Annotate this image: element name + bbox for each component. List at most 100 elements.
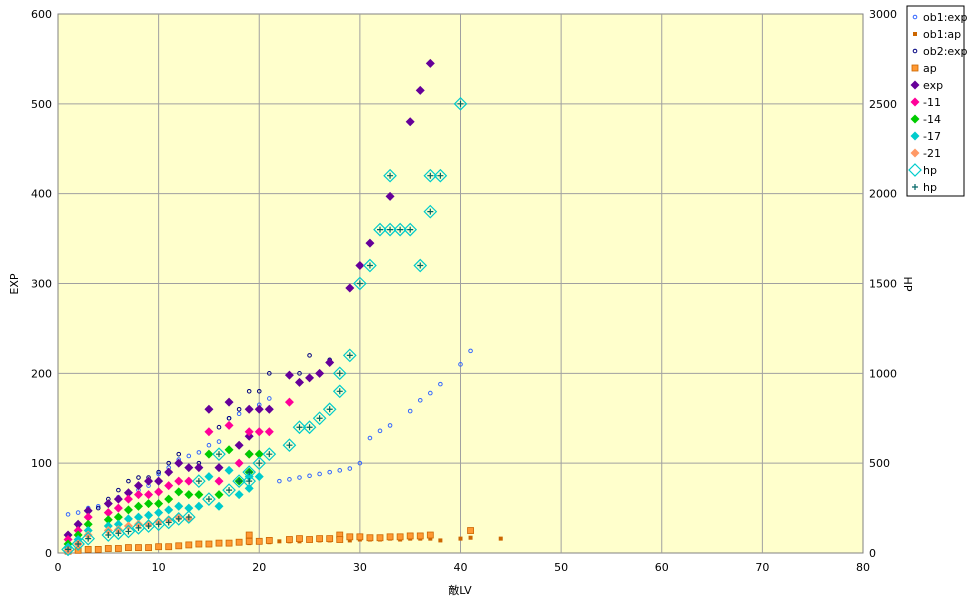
data-point	[326, 406, 333, 413]
legend-label: ap	[923, 62, 937, 75]
data-point	[254, 404, 264, 414]
data-point	[363, 258, 377, 273]
legend-marker	[911, 64, 919, 72]
data-point	[185, 514, 192, 521]
x-axis-ticks: 0 10 20 30 40 50 60 70 80	[55, 561, 871, 574]
data-point	[438, 381, 443, 387]
data-point	[423, 204, 438, 219]
data-point	[266, 451, 273, 458]
legend-item: -21	[910, 147, 941, 160]
data-point	[367, 435, 373, 441]
legend-marker	[913, 32, 917, 36]
data-point	[144, 510, 154, 520]
data-point	[312, 411, 327, 426]
data-point	[145, 523, 152, 530]
data-point	[332, 384, 347, 399]
legend-item: -11	[910, 96, 941, 109]
data-point	[202, 492, 216, 506]
data-point	[135, 524, 142, 531]
legend-marker	[910, 114, 920, 124]
data-point	[154, 487, 164, 497]
data-point	[286, 536, 293, 543]
data-point	[254, 449, 264, 459]
data-point	[144, 490, 154, 500]
data-point	[406, 532, 414, 540]
data-point	[113, 512, 123, 522]
x-axis-label: 敵LV	[448, 584, 472, 597]
legend-marker	[908, 163, 922, 177]
data-point	[174, 501, 184, 511]
data-point	[214, 501, 224, 511]
data-point	[245, 531, 253, 539]
data-point	[282, 438, 297, 453]
data-point	[347, 538, 352, 543]
data-point	[426, 531, 434, 539]
data-point	[234, 440, 244, 450]
data-point	[105, 532, 112, 539]
data-point	[184, 490, 194, 500]
data-point	[356, 280, 363, 287]
data-point	[385, 191, 395, 201]
data-point	[226, 415, 232, 421]
data-point	[174, 458, 184, 468]
data-point	[184, 503, 194, 513]
data-point	[326, 535, 334, 543]
data-point	[123, 514, 133, 524]
data-point	[165, 519, 172, 526]
legend-item: ap	[911, 62, 937, 75]
data-point	[164, 494, 174, 504]
legend-label: ob1:ap	[923, 28, 961, 41]
data-point	[155, 521, 162, 528]
data-point	[123, 505, 133, 515]
legend-marker	[910, 80, 920, 90]
legend-marker	[912, 184, 918, 190]
data-point	[65, 546, 72, 553]
data-point	[103, 499, 113, 509]
data-point	[336, 370, 343, 377]
data-point	[244, 427, 254, 437]
y-axis-ticks: 0 100 200 300 400 500 600	[31, 8, 52, 560]
data-point	[81, 531, 96, 546]
data-point	[214, 476, 224, 486]
x-tick-label: 70	[755, 561, 769, 574]
data-point	[113, 519, 123, 529]
data-point	[224, 445, 234, 455]
data-point	[428, 390, 433, 396]
data-point	[292, 420, 307, 435]
y2-tick-label: 3000	[869, 8, 897, 21]
data-point	[113, 503, 123, 513]
x-tick-label: 30	[353, 561, 367, 574]
data-point	[206, 442, 212, 448]
data-point	[417, 262, 424, 269]
legend-label: hp	[923, 181, 937, 194]
data-point	[113, 525, 123, 535]
x-tick-label: 50	[554, 561, 568, 574]
data-point	[315, 368, 325, 378]
data-point	[468, 348, 473, 354]
data-point	[284, 397, 294, 407]
legend-label: hp	[923, 164, 937, 177]
data-point	[134, 490, 143, 500]
data-point	[306, 536, 313, 543]
y-tick-label: 0	[45, 547, 52, 560]
y-tick-label: 600	[31, 8, 52, 21]
data-point	[216, 424, 222, 430]
data-point	[195, 540, 203, 548]
data-point	[164, 505, 174, 515]
data-point	[123, 488, 133, 498]
legend: ob1:exp ob1:ap ob2:exp ap exp -11 -14 -17 -21 hp h…	[906, 5, 968, 197]
data-point	[337, 468, 343, 473]
data-point	[467, 527, 474, 534]
data-point	[144, 499, 154, 509]
data-point	[357, 460, 363, 466]
data-point	[365, 238, 375, 248]
data-points	[61, 58, 503, 557]
data-point	[205, 496, 212, 503]
data-point	[383, 168, 397, 183]
data-point	[377, 428, 383, 434]
x-tick-label: 60	[655, 561, 669, 574]
data-point	[125, 528, 132, 535]
data-point	[186, 453, 192, 459]
data-point	[154, 476, 164, 486]
